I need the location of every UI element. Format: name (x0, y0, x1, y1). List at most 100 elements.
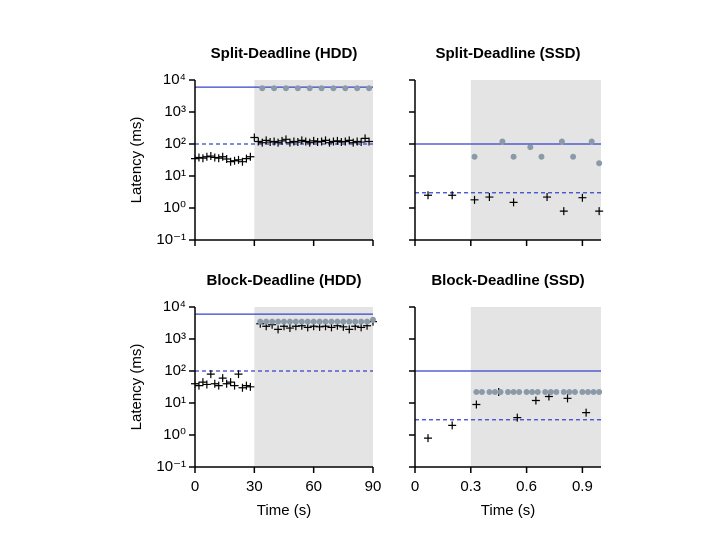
point (358, 318, 365, 325)
point (510, 389, 517, 396)
point (542, 389, 549, 396)
point (523, 389, 530, 396)
point (293, 138, 302, 147)
point (354, 85, 361, 92)
point (304, 318, 311, 325)
point (566, 389, 573, 396)
point (316, 318, 323, 325)
point (516, 389, 523, 396)
point (206, 152, 215, 161)
shaded-region (470, 307, 601, 467)
point (294, 85, 301, 92)
x-tick-label: 60 (305, 478, 322, 495)
y-tick-label: 10¹ (164, 167, 186, 184)
point (322, 318, 329, 325)
point (202, 152, 211, 161)
point (327, 323, 336, 332)
point (214, 381, 223, 390)
point (246, 382, 255, 391)
point (588, 138, 595, 145)
point (278, 136, 287, 145)
point (306, 85, 313, 92)
point (259, 85, 266, 92)
point (345, 325, 354, 334)
point (309, 136, 318, 145)
y-axis-label: Latency (ms) (128, 344, 145, 431)
point (563, 394, 572, 403)
point (578, 193, 587, 202)
point (527, 144, 534, 151)
point (448, 191, 457, 200)
point (226, 157, 235, 166)
point (596, 389, 603, 396)
point (206, 370, 215, 379)
point (274, 138, 283, 147)
point (473, 389, 480, 396)
point (579, 389, 586, 396)
point (558, 138, 565, 145)
point (357, 323, 366, 332)
shaded-region (254, 80, 373, 240)
point (234, 155, 243, 164)
y-tick-label: 10⁰ (163, 426, 186, 443)
point (334, 318, 341, 325)
point (270, 137, 279, 146)
point (529, 389, 536, 396)
point (448, 421, 457, 430)
point (352, 318, 359, 325)
point (499, 138, 506, 145)
point (570, 153, 577, 160)
x-tick-label: 0.6 (516, 478, 537, 495)
point (341, 137, 350, 146)
point (560, 389, 567, 396)
point (202, 380, 211, 389)
point (571, 389, 578, 396)
y-tick-label: 10⁻¹ (156, 458, 186, 475)
point (470, 195, 479, 204)
y-tick-label: 10² (164, 362, 186, 379)
point (342, 85, 349, 92)
point (424, 434, 433, 443)
point (582, 408, 591, 417)
point (559, 207, 568, 216)
point (230, 381, 239, 390)
point (330, 85, 337, 92)
point (318, 85, 325, 92)
point (234, 370, 243, 379)
point (328, 318, 335, 325)
point (472, 400, 481, 409)
chart-title: Split-Deadline (HDD) (211, 45, 358, 62)
x-axis-label: Time (s) (481, 502, 535, 519)
point (292, 318, 299, 325)
y-tick-label: 10⁴ (163, 298, 186, 315)
point (543, 193, 552, 202)
point (346, 318, 353, 325)
y-axis-label: Latency (ms) (128, 117, 145, 204)
point (281, 135, 290, 144)
point (486, 389, 493, 396)
point (534, 389, 541, 396)
point (531, 396, 540, 405)
point (282, 85, 289, 92)
point (254, 137, 263, 146)
point (275, 318, 282, 325)
point (218, 374, 227, 383)
point (250, 133, 259, 142)
x-tick-label: 0.9 (572, 478, 593, 495)
y-tick-label: 10¹ (164, 394, 186, 411)
point (226, 378, 235, 387)
x-tick-label: 0.3 (460, 478, 481, 495)
chart-title: Block-Deadline (HDD) (206, 272, 361, 289)
x-tick-label: 0 (191, 478, 199, 495)
point (365, 137, 374, 146)
point (257, 318, 264, 325)
point (596, 160, 603, 167)
point (471, 153, 478, 160)
point (485, 193, 494, 202)
point (553, 389, 560, 396)
point (364, 318, 371, 325)
point (281, 318, 287, 325)
point (478, 389, 485, 396)
point (317, 137, 326, 146)
point (230, 156, 239, 165)
